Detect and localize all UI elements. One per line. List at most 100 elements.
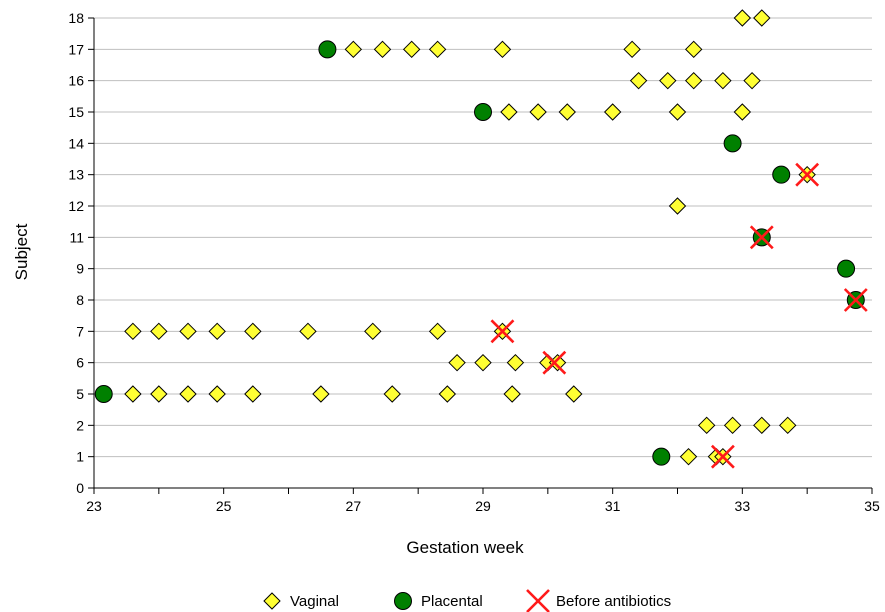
legend-marker <box>394 592 412 610</box>
data-point <box>383 385 401 403</box>
legend-label: Placental <box>421 593 483 610</box>
data-point <box>629 71 648 90</box>
y-tick-label: 14 <box>68 135 84 151</box>
data-point <box>124 385 142 403</box>
data-point <box>623 40 641 59</box>
cross-stroke <box>542 350 567 375</box>
data-point <box>837 259 856 278</box>
legend-item-before-antibiotics: Before antibiotics <box>526 589 671 612</box>
data-point <box>733 9 752 27</box>
y-tick-label: 16 <box>68 73 84 89</box>
x-tick-label: 29 <box>475 498 491 514</box>
y-tick-label: 2 <box>76 417 84 433</box>
y-tick-label: 18 <box>68 10 84 26</box>
data-point <box>668 197 687 215</box>
data-point <box>733 103 752 121</box>
series-before-antibiotics <box>490 162 868 469</box>
data-point <box>503 385 521 403</box>
data-point <box>743 71 761 90</box>
data-point <box>685 40 703 59</box>
y-tick-label: 15 <box>68 104 84 120</box>
data-point <box>150 385 168 403</box>
data-point <box>490 319 515 344</box>
data-point <box>208 385 226 403</box>
legend-label: Vaginal <box>290 593 339 610</box>
y-tick-label: 6 <box>76 355 84 371</box>
y-tick-label: 17 <box>68 41 84 57</box>
y-tick-label: 8 <box>76 292 84 308</box>
data-point <box>714 71 732 90</box>
data-point <box>493 40 512 59</box>
data-point <box>428 40 447 59</box>
y-tick-label: 9 <box>76 261 84 277</box>
data-point <box>506 353 525 372</box>
cross-stroke <box>795 162 820 187</box>
x-tick-label: 27 <box>346 498 362 514</box>
data-point <box>753 9 771 27</box>
data-point <box>500 103 518 121</box>
data-point <box>344 40 363 59</box>
y-tick-label: 13 <box>68 167 84 183</box>
data-point <box>364 322 382 341</box>
data-point <box>529 103 547 121</box>
x-tick-label: 31 <box>605 498 621 514</box>
data-point <box>94 385 113 403</box>
data-point <box>659 71 677 90</box>
cross-stroke <box>749 225 774 250</box>
data-point <box>474 353 492 372</box>
cross-stroke <box>710 444 735 469</box>
x-tick-label: 33 <box>735 498 751 514</box>
x-axis-title: Gestation week <box>406 538 524 557</box>
axes <box>93 18 872 489</box>
series-placental <box>94 40 865 466</box>
legend-marker <box>526 589 550 612</box>
data-point <box>312 385 330 403</box>
legend-marker <box>263 592 281 610</box>
data-point <box>679 447 698 466</box>
data-point <box>772 165 791 184</box>
data-point <box>474 103 492 121</box>
data-point <box>318 40 337 59</box>
data-point <box>244 322 262 341</box>
data-point <box>723 416 742 435</box>
data-point <box>749 225 774 250</box>
data-point <box>208 322 226 341</box>
legend-item-vaginal: Vaginal <box>263 592 339 610</box>
grid-lines <box>94 17 872 458</box>
data-point <box>438 385 457 403</box>
data-point <box>448 353 466 372</box>
data-point <box>548 353 567 372</box>
data-point <box>685 71 703 90</box>
data-point <box>668 103 687 121</box>
x-tick-label: 23 <box>86 498 102 514</box>
x-tick-label: 35 <box>864 498 880 514</box>
data-point <box>843 288 868 312</box>
data-point <box>795 162 820 187</box>
y-tick-label: 11 <box>69 229 84 245</box>
data-point <box>428 322 447 341</box>
data-point <box>565 385 583 403</box>
cross-stroke <box>843 288 868 312</box>
data-point <box>558 103 576 121</box>
data-point <box>124 322 142 341</box>
cross-stroke <box>526 589 550 612</box>
data-point <box>179 322 197 341</box>
y-axis-title: Subject <box>12 223 31 280</box>
y-tick-label: 7 <box>76 323 84 339</box>
y-tick-label: 0 <box>76 480 84 496</box>
legend-label: Before antibiotics <box>556 593 671 610</box>
x-tick-label: 25 <box>216 498 232 514</box>
y-tick-label: 5 <box>76 386 84 402</box>
x-axis-ticks: 23 25 27 29 31 33 35 <box>86 488 880 514</box>
data-point <box>373 40 392 59</box>
data-point <box>150 322 168 341</box>
data-point <box>299 322 317 341</box>
data-point <box>179 385 197 403</box>
cross-stroke <box>490 319 515 344</box>
data-points <box>94 9 868 469</box>
data-point <box>697 416 716 435</box>
y-tick-label: 12 <box>68 198 84 214</box>
data-point <box>652 447 671 466</box>
